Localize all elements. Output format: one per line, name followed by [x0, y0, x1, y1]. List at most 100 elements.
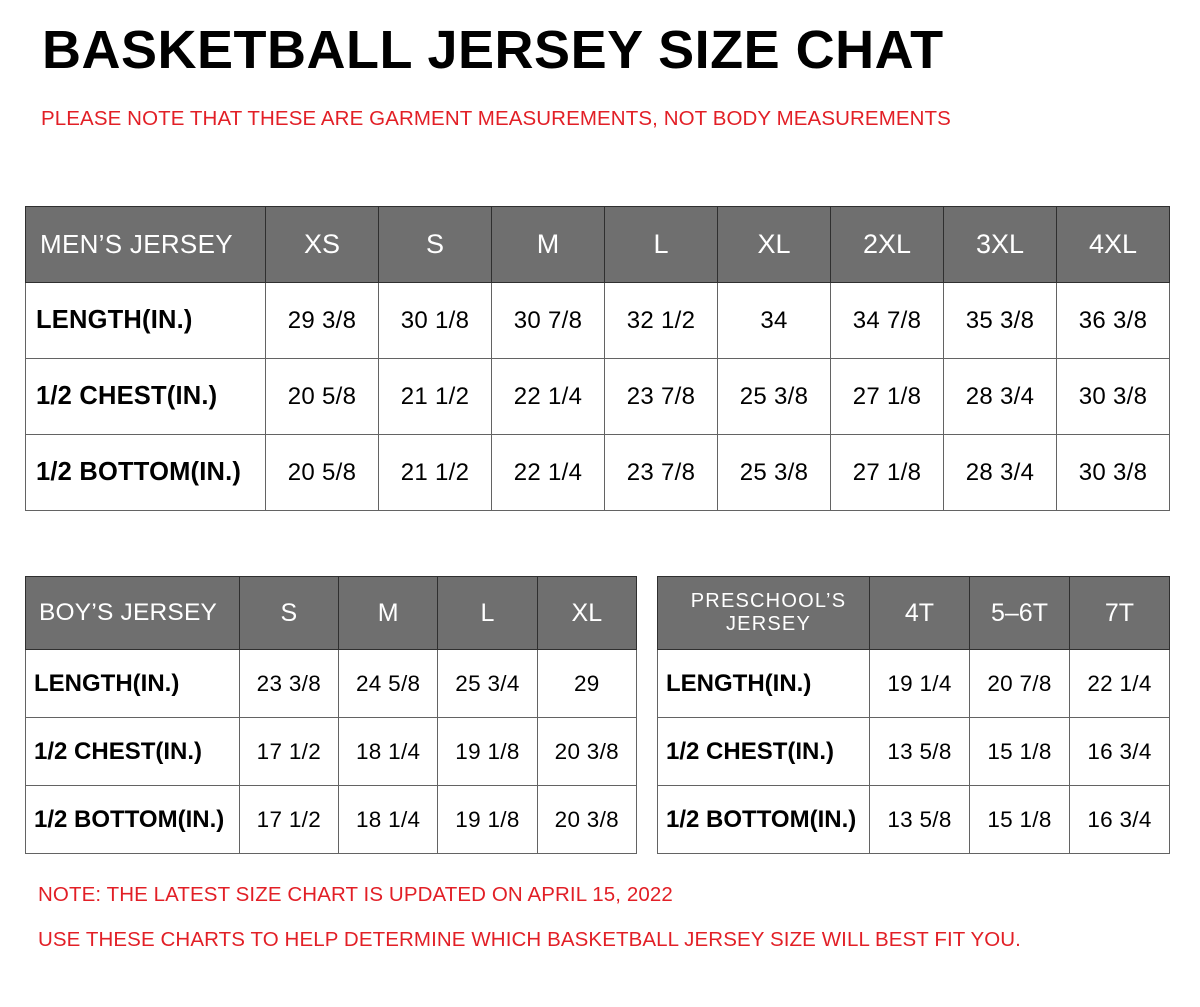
boys-measurement-cell: 19 1/8 — [437, 717, 538, 786]
boys-measurement-cell: 18 1/4 — [337, 785, 439, 854]
mens-jersey-table: MEN’S JERSEY XS S M L XL 2XL 3XL 4XL LENGTH(IN.… — [25, 206, 1170, 511]
boys-row-label: 1/2 BOTTOM(IN.) — [25, 785, 240, 854]
mens-size-header-m: M — [491, 206, 605, 283]
boys-measurement-cell: 20 3/8 — [536, 785, 638, 854]
mens-measurement-cell: 20 5/8 — [265, 358, 379, 435]
footer-notes: NOTE: THE LATEST SIZE CHART IS UPDATED O… — [38, 883, 1158, 951]
mens-jersey-table-container: MEN’S JERSEY XS S M L XL 2XL 3XL 4XL LENGTH(IN.… — [25, 206, 1170, 511]
mens-size-header-2xl: 2XL — [830, 206, 944, 283]
mens-table-body: LENGTH(IN.) 29 3/8 30 1/8 30 7/8 32 1/2 34 34 … — [25, 282, 1170, 511]
preschool-measurement-cell: 13 5/8 — [869, 717, 970, 786]
mens-size-header-3xl: 3XL — [943, 206, 1057, 283]
boys-measurement-cell: 19 1/8 — [437, 785, 538, 854]
mens-measurement-cell: 27 1/8 — [830, 358, 944, 435]
mens-measurement-cell: 21 1/2 — [378, 358, 492, 435]
table-row: 1/2 CHEST(IN.) 13 5/8 15 1/8 16 3/4 — [657, 717, 1170, 786]
mens-table-header: MEN’S JERSEY XS S M L XL 2XL 3XL 4XL — [25, 206, 1170, 283]
boys-measurement-cell: 18 1/4 — [337, 717, 439, 786]
table-header-row: BOY’S JERSEY S M L XL — [25, 576, 638, 650]
garment-measurement-note: PLEASE NOTE THAT THESE ARE GARMENT MEASU… — [41, 107, 951, 130]
preschool-size-header-4t: 4T — [869, 576, 970, 650]
mens-row-label: 1/2 BOTTOM(IN.) — [25, 434, 266, 511]
preschool-row-label: LENGTH(IN.) — [657, 649, 870, 718]
table-header-row: MEN’S JERSEY XS S M L XL 2XL 3XL 4XL — [25, 206, 1170, 283]
table-header-row: PRESCHOOL’S JERSEY 4T 5–6T 7T — [657, 576, 1170, 650]
preschool-jersey-table: PRESCHOOL’S JERSEY 4T 5–6T 7T LENGTH(IN.) 1… — [657, 576, 1170, 854]
boys-measurement-cell: 17 1/2 — [238, 717, 340, 786]
boys-measurement-cell: 17 1/2 — [238, 785, 340, 854]
preschool-measurement-cell: 16 3/4 — [1069, 717, 1170, 786]
mens-measurement-cell: 21 1/2 — [378, 434, 492, 511]
mens-measurement-cell: 23 7/8 — [604, 358, 718, 435]
mens-measurement-cell: 35 3/8 — [943, 282, 1057, 359]
footer-note-usage: USE THESE CHARTS TO HELP DETERMINE WHICH… — [38, 927, 1021, 951]
mens-measurement-cell: 30 1/8 — [378, 282, 492, 359]
mens-corner-label: MEN’S JERSEY — [25, 206, 266, 283]
mens-size-header-xl: XL — [717, 206, 831, 283]
preschool-measurement-cell: 15 1/8 — [969, 785, 1070, 854]
page-title: BASKETBALL JERSEY SIZE CHAT — [42, 20, 944, 80]
mens-measurement-cell: 27 1/8 — [830, 434, 944, 511]
boys-row-label: LENGTH(IN.) — [25, 649, 240, 718]
table-row: LENGTH(IN.) 23 3/8 24 5/8 25 3/4 29 — [25, 649, 638, 718]
mens-row-label: LENGTH(IN.) — [25, 282, 266, 359]
mens-measurement-cell: 25 3/8 — [717, 434, 831, 511]
preschool-table-body: LENGTH(IN.) 19 1/4 20 7/8 22 1/4 1/2 CHEST(I… — [657, 649, 1170, 854]
mens-size-header-s: S — [378, 206, 492, 283]
mens-measurement-cell: 28 3/4 — [943, 358, 1057, 435]
preschool-row-label: 1/2 BOTTOM(IN.) — [657, 785, 870, 854]
table-row: LENGTH(IN.) 19 1/4 20 7/8 22 1/4 — [657, 649, 1170, 718]
preschool-corner-label: PRESCHOOL’S JERSEY — [657, 576, 870, 650]
boys-row-label: 1/2 CHEST(IN.) — [25, 717, 240, 786]
mens-measurement-cell: 30 7/8 — [491, 282, 605, 359]
preschool-table-header: PRESCHOOL’S JERSEY 4T 5–6T 7T — [657, 576, 1170, 650]
preschool-measurement-cell: 19 1/4 — [869, 649, 970, 718]
boys-measurement-cell: 20 3/8 — [536, 717, 638, 786]
mens-measurement-cell: 30 3/8 — [1056, 434, 1170, 511]
boys-measurement-cell: 29 — [536, 649, 638, 718]
mens-measurement-cell: 30 3/8 — [1056, 358, 1170, 435]
mens-measurement-cell: 34 7/8 — [830, 282, 944, 359]
boys-table-body: LENGTH(IN.) 23 3/8 24 5/8 25 3/4 29 1/2 CHEST… — [25, 649, 638, 854]
table-row: LENGTH(IN.) 29 3/8 30 1/8 30 7/8 32 1/2 34 34 … — [25, 282, 1170, 359]
mens-measurement-cell: 25 3/8 — [717, 358, 831, 435]
table-row: 1/2 BOTTOM(IN.) 17 1/2 18 1/4 19 1/8 20 3/8 — [25, 785, 638, 854]
mens-measurement-cell: 28 3/4 — [943, 434, 1057, 511]
preschool-size-header-5-6t: 5–6T — [969, 576, 1070, 650]
table-row: 1/2 BOTTOM(IN.) 13 5/8 15 1/8 16 3/4 — [657, 785, 1170, 854]
mens-size-header-xs: XS — [265, 206, 379, 283]
boys-measurement-cell: 24 5/8 — [337, 649, 439, 718]
preschool-measurement-cell: 22 1/4 — [1069, 649, 1170, 718]
preschool-row-label: 1/2 CHEST(IN.) — [657, 717, 870, 786]
boys-size-header-s: S — [238, 576, 340, 650]
boys-table-header: BOY’S JERSEY S M L XL — [25, 576, 638, 650]
mens-measurement-cell: 32 1/2 — [604, 282, 718, 359]
table-row: 1/2 CHEST(IN.) 20 5/8 21 1/2 22 1/4 23 7/8 25… — [25, 358, 1170, 435]
boys-size-header-m: M — [337, 576, 439, 650]
mens-size-header-l: L — [604, 206, 718, 283]
boys-size-header-l: L — [437, 576, 538, 650]
mens-size-header-4xl: 4XL — [1056, 206, 1170, 283]
boys-size-header-xl: XL — [536, 576, 638, 650]
boys-measurement-cell: 25 3/4 — [437, 649, 538, 718]
mens-measurement-cell: 22 1/4 — [491, 434, 605, 511]
boys-corner-label: BOY’S JERSEY — [25, 576, 240, 650]
boys-measurement-cell: 23 3/8 — [238, 649, 340, 718]
preschool-measurement-cell: 15 1/8 — [969, 717, 1070, 786]
table-row: 1/2 CHEST(IN.) 17 1/2 18 1/4 19 1/8 20 3/8 — [25, 717, 638, 786]
footer-note-update: NOTE: THE LATEST SIZE CHART IS UPDATED O… — [38, 883, 673, 906]
mens-measurement-cell: 23 7/8 — [604, 434, 718, 511]
mens-measurement-cell: 29 3/8 — [265, 282, 379, 359]
preschool-measurement-cell: 16 3/4 — [1069, 785, 1170, 854]
preschool-measurement-cell: 20 7/8 — [969, 649, 1070, 718]
preschool-jersey-table-container: PRESCHOOL’S JERSEY 4T 5–6T 7T LENGTH(IN.) 1… — [657, 576, 1170, 854]
preschool-measurement-cell: 13 5/8 — [869, 785, 970, 854]
mens-measurement-cell: 22 1/4 — [491, 358, 605, 435]
boys-jersey-table-container: BOY’S JERSEY S M L XL LENGTH(IN.) 23 3/8 24 5… — [25, 576, 638, 854]
mens-measurement-cell: 34 — [717, 282, 831, 359]
mens-row-label: 1/2 CHEST(IN.) — [25, 358, 266, 435]
mens-measurement-cell: 20 5/8 — [265, 434, 379, 511]
table-row: 1/2 BOTTOM(IN.) 20 5/8 21 1/2 22 1/4 23 7/8 2… — [25, 434, 1170, 511]
boys-jersey-table: BOY’S JERSEY S M L XL LENGTH(IN.) 23 3/8 24 5… — [25, 576, 638, 854]
